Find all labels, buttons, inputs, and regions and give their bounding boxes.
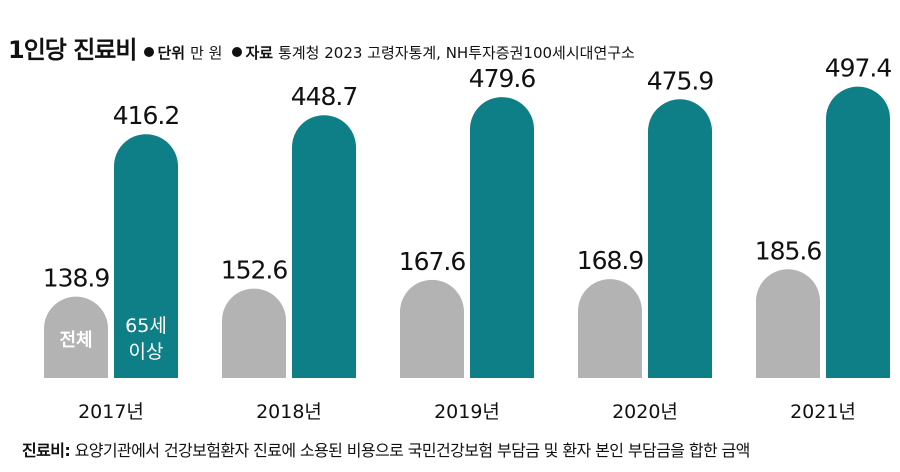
bar-age65 xyxy=(826,86,890,378)
data-label: 497.4 xyxy=(825,54,892,83)
data-label: 448.7 xyxy=(291,82,358,111)
unit-value: 만 원 xyxy=(190,44,223,62)
bar-age65 xyxy=(470,97,534,378)
bullet-dot-icon xyxy=(232,47,243,57)
bar-total xyxy=(578,279,642,378)
data-label: 138.9 xyxy=(43,264,110,293)
series-label-inside-bar: 전체 xyxy=(59,330,92,351)
data-label: 167.6 xyxy=(399,247,466,276)
x-tick-label: 2017년 xyxy=(78,401,144,423)
data-label: 152.6 xyxy=(221,256,288,285)
footnote: 진료비: 요양기관에서 건강보험환자 진료에 소용된 비용으로 국민건강보험 부… xyxy=(22,437,750,461)
data-label: 475.9 xyxy=(647,66,714,95)
source-value: 통계청 2023 고령자통계, NH투자증권100세시대연구소 xyxy=(278,44,635,62)
bar-total xyxy=(222,288,286,378)
unit-note: 단위 만 원 xyxy=(144,42,232,63)
x-tick-label: 2020년 xyxy=(612,401,678,423)
x-tick-label: 2019년 xyxy=(434,401,500,423)
chart-header: 1인당 진료비 단위 만 원 자료 통계청 2023 고령자통계, NH투자증권… xyxy=(8,30,645,65)
bar-age65 xyxy=(114,134,178,378)
unit-label: 단위 xyxy=(157,44,186,62)
footnote-label: 진료비: xyxy=(22,441,71,460)
bar-age65 xyxy=(648,99,712,378)
data-label: 479.6 xyxy=(469,64,536,93)
bar-total xyxy=(400,279,464,378)
data-label: 168.9 xyxy=(577,246,644,275)
data-label: 185.6 xyxy=(755,236,822,265)
source-label: 자료 xyxy=(245,44,274,62)
data-label: 416.2 xyxy=(113,101,180,130)
chart-title: 1인당 진료비 xyxy=(8,36,137,64)
footnote-text: 요양기관에서 건강보험환자 진료에 소용된 비용으로 국민건강보험 부담금 및 … xyxy=(74,441,751,460)
series-label-inside-bar: 65세 xyxy=(125,315,167,337)
bar-total xyxy=(44,296,108,378)
x-tick-label: 2018년 xyxy=(256,401,322,423)
bullet-dot-icon xyxy=(144,47,155,57)
source-note: 자료 통계청 2023 고령자통계, NH투자증권100세시대연구소 xyxy=(232,42,644,63)
x-tick-label: 2021년 xyxy=(790,401,856,423)
bar-age65 xyxy=(292,115,356,378)
series-label-inside-bar: 이상 xyxy=(129,341,164,363)
bar-total xyxy=(756,269,820,378)
